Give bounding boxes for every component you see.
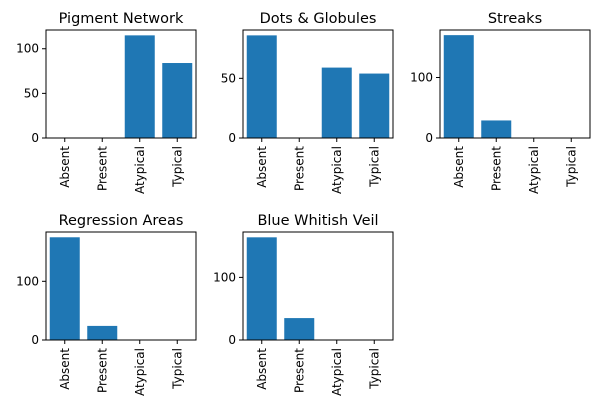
x-tick-label: Atypical [133, 348, 147, 396]
x-tick-label: Typical [170, 348, 184, 390]
bar [246, 237, 277, 340]
x-tick-label: Present [95, 348, 109, 393]
bar [87, 325, 118, 340]
y-tick-label: 100 [16, 274, 39, 288]
chart-title: Streaks [488, 11, 542, 27]
y-tick-label: 100 [213, 270, 236, 284]
y-tick-label: 50 [24, 86, 39, 100]
x-tick-label: Typical [170, 146, 184, 188]
chart-title: Regression Areas [59, 213, 184, 229]
y-tick-label: 0 [228, 131, 236, 145]
axes-frame [45, 231, 197, 341]
x-tick-label: Typical [367, 348, 381, 390]
x-tick-label: Present [489, 146, 503, 191]
x-tick-label: Atypical [330, 146, 344, 194]
x-tick-label: Absent [58, 146, 72, 188]
x-tick-label: Present [95, 146, 109, 191]
chart-panel: Streaks 0 100 Absent Present Atypical Typical [410, 11, 591, 194]
x-tick-label: Atypical [527, 146, 541, 194]
x-tick-label: Atypical [330, 348, 344, 396]
x-tick-label: Atypical [133, 146, 147, 194]
axes-frame [45, 29, 197, 139]
chart-panel: Regression Areas 0 100 Absent Present Atypica… [16, 213, 197, 396]
x-tick-label: Absent [255, 146, 269, 188]
x-tick-label: Absent [452, 146, 466, 188]
axes-frame [242, 231, 394, 341]
x-tick-label: Absent [255, 348, 269, 390]
axes-frame [242, 29, 394, 139]
bar [124, 35, 155, 138]
chart-title: Pigment Network [59, 11, 184, 27]
chart-panel: Blue Whitish Veil 0 100 Absent Present Atypic… [213, 213, 394, 396]
bar [284, 318, 315, 340]
axes-frame [439, 29, 591, 139]
bar [359, 73, 390, 138]
x-tick-label: Present [292, 348, 306, 393]
chart-panel: Pigment Network 0 50 100 Absent Present Atypic… [16, 11, 197, 194]
x-tick-label: Typical [367, 146, 381, 188]
y-tick-label: 50 [221, 71, 236, 85]
bar [481, 120, 512, 138]
chart-title: Dots & Globules [260, 11, 377, 27]
y-tick-label: 0 [31, 333, 39, 347]
x-tick-label: Typical [564, 146, 578, 188]
bar [321, 67, 352, 138]
y-tick-label: 100 [16, 42, 39, 56]
bar [443, 35, 474, 138]
y-tick-label: 100 [410, 70, 433, 84]
y-tick-label: 0 [425, 131, 433, 145]
y-tick-label: 0 [31, 131, 39, 145]
x-tick-label: Absent [58, 348, 72, 390]
chart-panel: Dots & Globules 0 50 Absent Present Atypical T… [221, 11, 394, 194]
y-tick-label: 0 [228, 333, 236, 347]
bar [162, 63, 193, 138]
x-tick-label: Present [292, 146, 306, 191]
bar [246, 35, 277, 139]
bar [49, 237, 80, 340]
chart-title: Blue Whitish Veil [257, 213, 378, 229]
